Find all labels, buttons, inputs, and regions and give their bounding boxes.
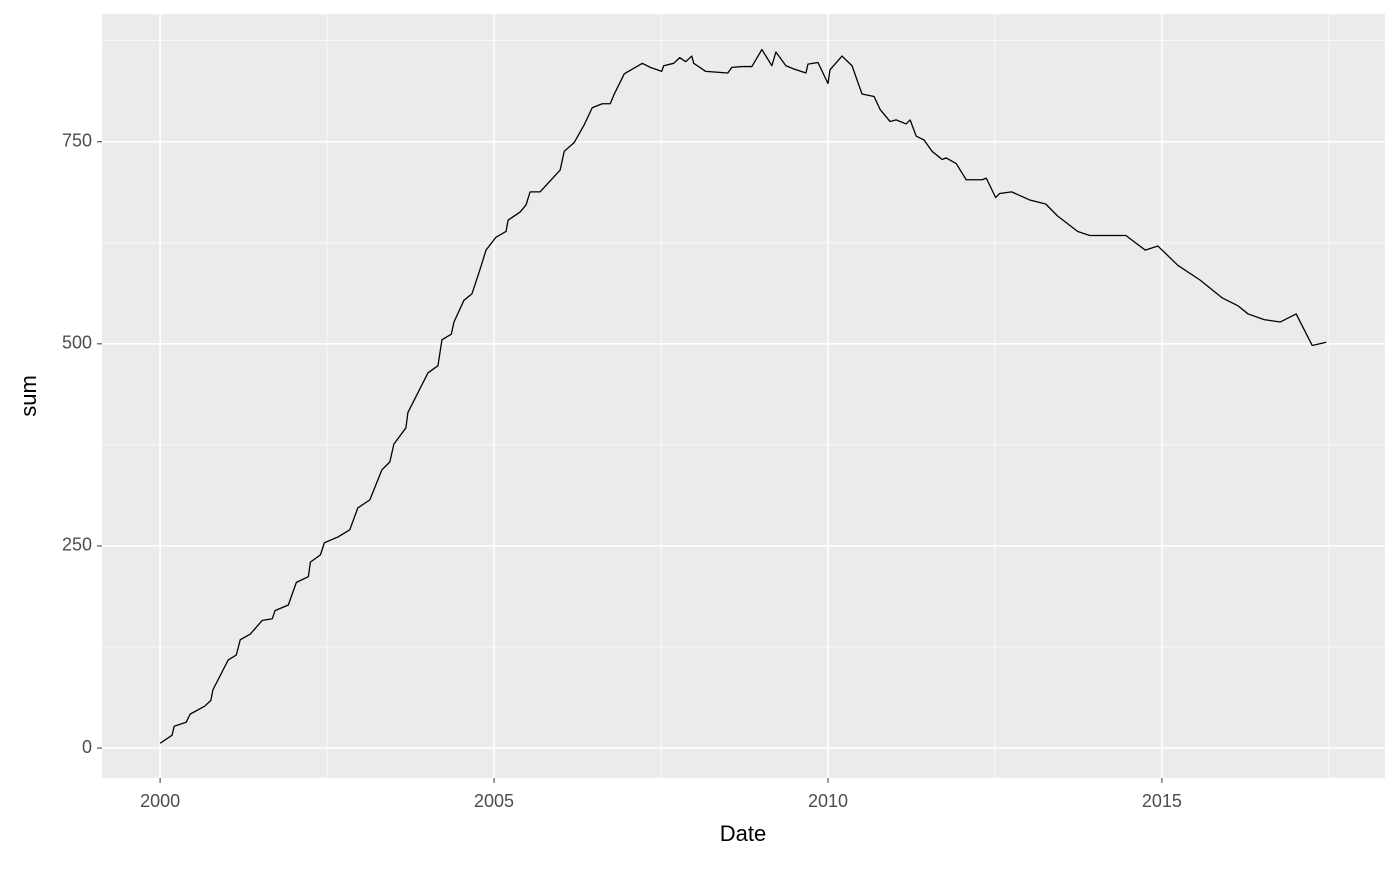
- panel: [102, 14, 1385, 778]
- x-axis-title: Date: [720, 821, 766, 846]
- y-axis-title: sum: [16, 375, 41, 417]
- data-line: [159, 48, 1327, 744]
- x-tick-label: 2000: [140, 791, 180, 811]
- y-tick-label: 250: [62, 535, 92, 555]
- y-tick-label: 750: [62, 130, 92, 150]
- y-tick-label: 0: [82, 737, 92, 757]
- x-tick-label: 2010: [808, 791, 848, 811]
- y-tick-label: 500: [62, 333, 92, 353]
- x-tick-label: 2015: [1142, 791, 1182, 811]
- x-tick-label: 2005: [474, 791, 514, 811]
